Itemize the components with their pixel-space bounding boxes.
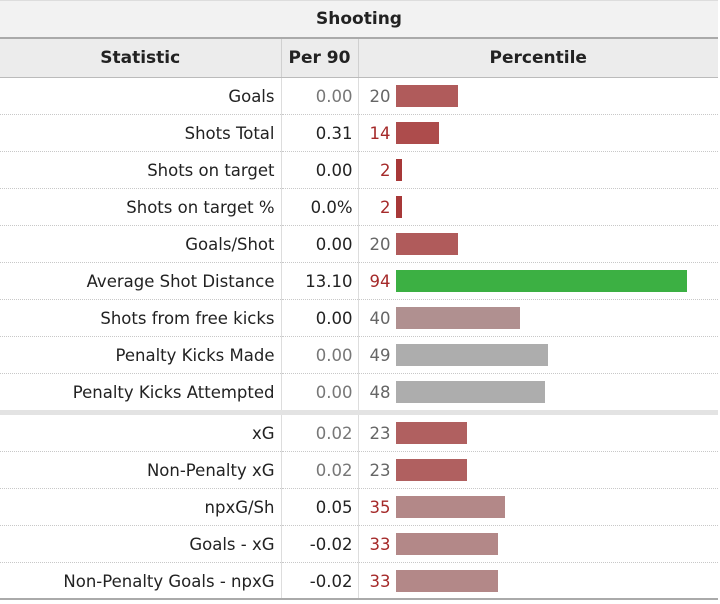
percentile-value: 33	[369, 534, 391, 554]
percentile-value: 33	[369, 571, 391, 591]
percentile-bar	[395, 85, 458, 107]
table-row: Shots Total 0.31 14	[0, 114, 718, 152]
stat-label: xG	[0, 410, 282, 452]
header-statistic[interactable]: Statistic	[0, 39, 282, 78]
per90-value: 0.00	[281, 336, 359, 374]
per90-value: 13.10	[281, 262, 359, 300]
percentile-value: 94	[369, 271, 391, 291]
percentile-value: 40	[369, 308, 391, 328]
per90-value: 0.00	[281, 151, 359, 189]
stat-label: Shots from free kicks	[0, 299, 282, 337]
percentile-value: 14	[369, 123, 391, 143]
percentile-bar	[395, 422, 467, 444]
percentile-cell: 35	[358, 488, 718, 526]
stat-label: Goals	[0, 77, 282, 115]
percentile-value: 20	[369, 86, 391, 106]
stat-label: Average Shot Distance	[0, 262, 282, 300]
per90-value: 0.31	[281, 114, 359, 152]
per90-value: 0.00	[281, 225, 359, 263]
percentile-value: 20	[369, 234, 391, 254]
percentile-cell: 33	[358, 562, 718, 600]
percentile-value: 49	[369, 345, 391, 365]
percentile-value: 48	[369, 382, 391, 402]
per90-value: 0.00	[281, 77, 359, 115]
stat-label: Non-Penalty Goals - npxG	[0, 562, 282, 600]
stat-label: Non-Penalty xG	[0, 451, 282, 489]
per90-value: 0.02	[281, 410, 359, 452]
header-percentile[interactable]: Percentile	[358, 39, 718, 78]
percentile-bar	[395, 344, 548, 366]
percentile-cell: 33	[358, 525, 718, 563]
table-row: Non-Penalty Goals - npxG -0.02 33	[0, 562, 718, 600]
percentile-bar	[395, 381, 545, 403]
stat-label: Penalty Kicks Made	[0, 336, 282, 374]
percentile-value: 2	[380, 160, 391, 180]
stat-label: Shots Total	[0, 114, 282, 152]
table-caption: Shooting	[0, 0, 718, 39]
table-row: Average Shot Distance 13.10 94	[0, 262, 718, 300]
table-row: Goals - xG -0.02 33	[0, 525, 718, 563]
per90-value: -0.02	[281, 525, 359, 563]
table-row: Penalty Kicks Made 0.00 49	[0, 336, 718, 374]
table-row: Goals/Shot 0.00 20	[0, 225, 718, 263]
stat-label: Shots on target	[0, 151, 282, 189]
stat-label: Goals - xG	[0, 525, 282, 563]
stat-label: Goals/Shot	[0, 225, 282, 263]
shooting-table: Statistic Per 90 Percentile Goals 0.00 20 S…	[0, 39, 718, 600]
percentile-bar	[395, 459, 467, 481]
per90-value: -0.02	[281, 562, 359, 600]
table-row: Shots from free kicks 0.00 40	[0, 299, 718, 337]
percentile-value: 23	[369, 460, 391, 480]
percentile-bar	[395, 196, 402, 218]
percentile-cell: 40	[358, 299, 718, 337]
percentile-bar	[395, 496, 505, 518]
table-row: xG 0.02 23	[0, 410, 718, 452]
percentile-bar	[395, 270, 687, 292]
percentile-bar	[395, 122, 439, 144]
per90-value: 0.05	[281, 488, 359, 526]
table-row: Penalty Kicks Attempted 0.00 48	[0, 373, 718, 413]
table-body: Goals 0.00 20 Shots Total 0.31 14 Shots on tar…	[0, 77, 718, 600]
header-per90[interactable]: Per 90	[281, 39, 359, 78]
table-bottom-border	[0, 598, 718, 600]
per90-value: 0.00	[281, 299, 359, 337]
stat-label: npxG/Sh	[0, 488, 282, 526]
percentile-cell: 14	[358, 114, 718, 152]
per90-value: 0.00	[281, 373, 359, 413]
header-row: Statistic Per 90 Percentile	[0, 39, 718, 78]
table-row: npxG/Sh 0.05 35	[0, 488, 718, 526]
percentile-value: 2	[380, 197, 391, 217]
percentile-bar	[395, 533, 498, 555]
percentile-cell: 2	[358, 188, 718, 226]
percentile-cell: 48	[358, 373, 718, 413]
table-row: Shots on target 0.00 2	[0, 151, 718, 189]
percentile-cell: 23	[358, 410, 718, 452]
table-row: Goals 0.00 20	[0, 77, 718, 115]
per90-value: 0.02	[281, 451, 359, 489]
percentile-bar	[395, 233, 458, 255]
percentile-cell: 94	[358, 262, 718, 300]
stat-label: Penalty Kicks Attempted	[0, 373, 282, 413]
percentile-bar	[395, 307, 520, 329]
percentile-cell: 2	[358, 151, 718, 189]
percentile-cell: 23	[358, 451, 718, 489]
table-row: Shots on target % 0.0% 2	[0, 188, 718, 226]
stat-label: Shots on target %	[0, 188, 282, 226]
percentile-bar	[395, 570, 498, 592]
percentile-value: 35	[369, 497, 391, 517]
table-row: Non-Penalty xG 0.02 23	[0, 451, 718, 489]
percentile-value: 23	[369, 423, 391, 443]
percentile-cell: 20	[358, 77, 718, 115]
percentile-cell: 20	[358, 225, 718, 263]
percentile-bar	[395, 159, 402, 181]
per90-value: 0.0%	[281, 188, 359, 226]
percentile-cell: 49	[358, 336, 718, 374]
